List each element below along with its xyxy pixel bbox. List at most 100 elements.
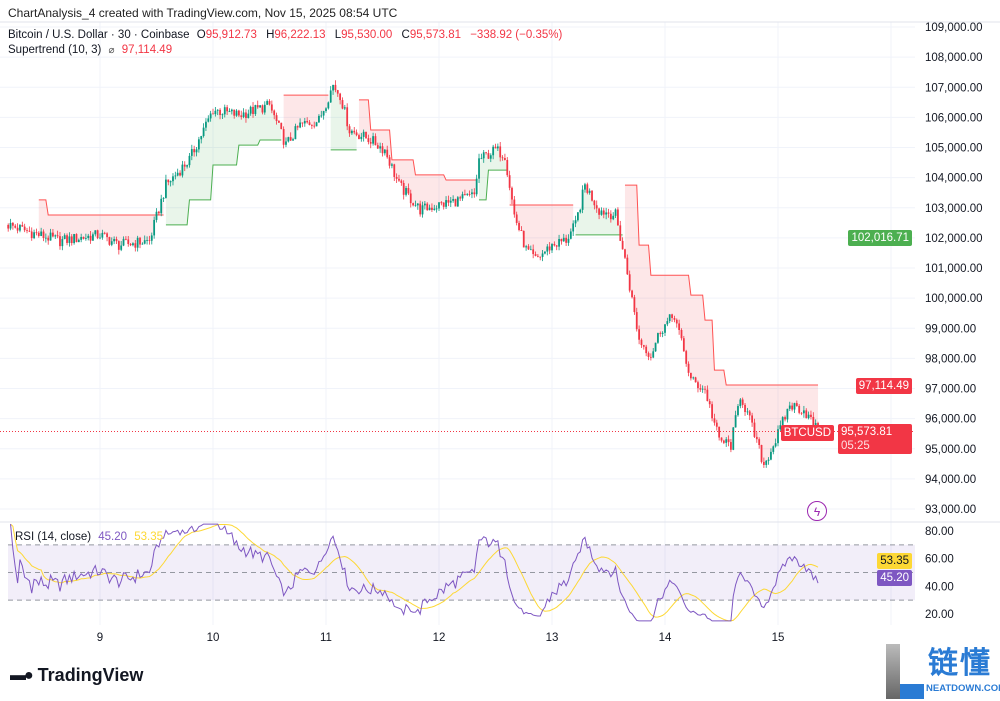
candle <box>732 427 735 450</box>
candle <box>504 158 506 160</box>
lightning-icon[interactable]: ϟ <box>807 501 827 521</box>
candle <box>369 142 372 144</box>
close-value: 95,573.81 <box>409 29 462 41</box>
symbol-name[interactable]: Bitcoin / U.S. Dollar · 30 · Coinbase <box>8 29 190 41</box>
candle <box>400 180 403 183</box>
price-tick-label: 95,000.00 <box>925 444 976 456</box>
candle <box>475 178 478 195</box>
candle <box>332 84 334 91</box>
candle <box>252 106 254 115</box>
candle <box>588 190 591 193</box>
supertrend-fill-up <box>330 87 357 150</box>
candle <box>791 405 794 410</box>
time-tick-label: 10 <box>207 632 220 644</box>
rsi-label[interactable]: RSI (14, close) <box>15 531 92 543</box>
candle <box>103 232 106 234</box>
candle <box>261 105 264 113</box>
candle <box>327 102 330 109</box>
candle <box>181 164 184 176</box>
candle <box>383 149 386 154</box>
rsi-tick-label: 40.00 <box>925 581 954 593</box>
candle <box>160 198 163 214</box>
candle <box>593 200 596 206</box>
candle <box>197 139 200 150</box>
candle <box>21 225 24 227</box>
candle <box>19 225 21 231</box>
candle <box>96 230 99 239</box>
candle <box>727 439 730 443</box>
candle <box>99 237 101 239</box>
candle <box>412 203 415 206</box>
candle <box>183 164 186 167</box>
candle <box>463 194 466 195</box>
candle <box>376 145 379 149</box>
candle <box>722 440 725 443</box>
candle <box>165 179 167 198</box>
supertrend-value: 97,114.49 <box>121 44 173 56</box>
candle <box>682 338 685 352</box>
candle <box>14 225 17 228</box>
candle <box>228 111 231 113</box>
candle <box>461 194 464 199</box>
candle <box>751 415 754 423</box>
candle <box>774 443 777 447</box>
candle <box>673 318 676 320</box>
candle <box>798 405 801 413</box>
candle <box>730 442 732 450</box>
candle <box>179 172 181 176</box>
candle <box>365 131 367 139</box>
candle <box>442 202 445 207</box>
candle <box>47 237 50 241</box>
candle <box>73 234 76 244</box>
candle <box>428 207 431 211</box>
supertrend-line-down <box>38 199 164 216</box>
candle <box>779 425 782 430</box>
time-tick-label: 11 <box>320 632 332 644</box>
candle <box>219 109 221 115</box>
candle <box>108 237 111 245</box>
candle <box>16 227 19 231</box>
candle <box>339 93 342 101</box>
candle <box>544 251 546 254</box>
candle <box>421 205 424 215</box>
candle <box>169 181 172 183</box>
open-value: 95,912.73 <box>205 29 257 41</box>
candle <box>456 197 459 207</box>
candle <box>322 111 325 116</box>
candle <box>303 121 306 124</box>
candle <box>560 238 563 242</box>
candle <box>598 208 600 215</box>
candle <box>591 190 593 201</box>
candle <box>426 203 429 211</box>
candle <box>527 246 530 250</box>
candle <box>190 149 193 156</box>
candle <box>301 122 304 124</box>
candle <box>713 418 716 423</box>
candle <box>466 194 469 195</box>
candle <box>576 212 579 221</box>
eye-off-icon[interactable]: ⌀ <box>108 45 115 56</box>
candle <box>23 226 26 231</box>
supertrend-label[interactable]: Supertrend (10, 3) <box>8 44 102 56</box>
candle <box>548 246 551 251</box>
candle <box>263 104 266 113</box>
candle <box>701 388 704 390</box>
candle <box>141 243 144 245</box>
candle <box>807 414 810 419</box>
tradingview-logo[interactable]: ▬● TradingView <box>10 665 143 686</box>
candle <box>381 146 384 154</box>
candle <box>395 176 398 179</box>
candle <box>633 297 636 313</box>
price-tick-label: 106,000.00 <box>925 112 983 124</box>
candle <box>334 84 337 91</box>
candle <box>407 188 410 194</box>
candle <box>132 243 134 246</box>
candle <box>511 187 513 200</box>
candle <box>793 403 796 410</box>
price-tick-label: 108,000.00 <box>925 52 983 64</box>
candle <box>146 240 148 241</box>
candle <box>94 230 97 235</box>
candle <box>767 459 770 461</box>
candle <box>11 222 14 226</box>
